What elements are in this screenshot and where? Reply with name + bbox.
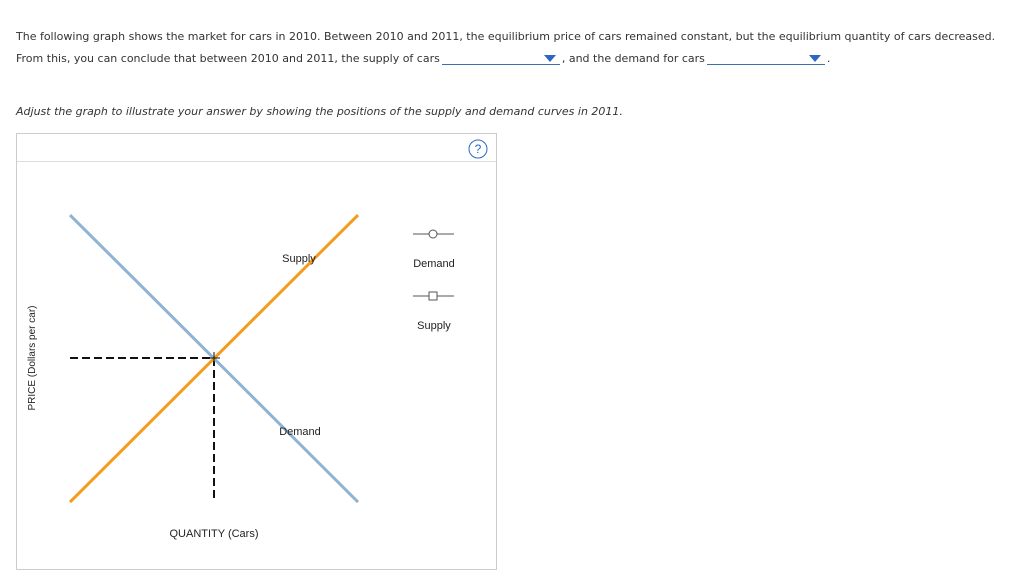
question-line-2: From this, you can conclude that between… [16,52,830,65]
question-text: , and the demand for cars [561,52,705,65]
graph-panel [16,133,497,570]
question-text: From this, you can conclude that between… [16,52,440,65]
supply-dropdown[interactable] [441,52,560,65]
question-line-1: The following graph shows the market for… [16,30,996,43]
help-button[interactable] [468,139,488,159]
legend-supply-tool[interactable] [428,291,438,301]
demand-dropdown[interactable] [706,52,825,65]
legend-demand-tool[interactable] [428,229,438,239]
legend-label: Supply [417,320,451,332]
y-axis-label: PRICE (Dollars per car) [27,305,38,410]
question-text: . [826,52,831,65]
legend-label: Demand [413,258,455,270]
instruction: Adjust the graph to illustrate your answ… [16,105,623,118]
x-axis-label: QUANTITY (Cars) [169,528,258,540]
